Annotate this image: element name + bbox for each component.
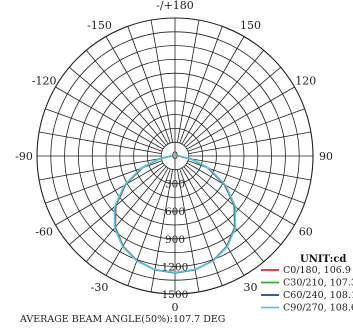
angle-label: -/+180 — [156, 0, 194, 12]
radial-tick-label: 1500 — [162, 289, 189, 301]
angle-label: 30 — [244, 281, 258, 294]
unit-label: UNIT:cd — [300, 254, 346, 265]
grid-spoke — [69, 66, 165, 148]
radial-tick-label: 600 — [165, 206, 185, 218]
grid-spoke — [55, 162, 164, 226]
angle-label: -120 — [32, 75, 57, 88]
legend-label: C30/210, 107.3 — [283, 278, 353, 289]
grid-spoke — [185, 66, 281, 148]
angle-label: 120 — [295, 75, 316, 88]
radial-tick-label: 300 — [165, 179, 185, 191]
grid-spoke — [150, 169, 173, 292]
grid-spoke — [39, 131, 162, 154]
radial-tick-label: 900 — [165, 234, 185, 246]
grid-spoke — [188, 158, 311, 181]
series-layer — [113, 155, 237, 274]
grid-spoke — [45, 108, 163, 152]
angle-label: -30 — [91, 281, 109, 294]
angle-label: -90 — [15, 150, 33, 163]
angle-label: 60 — [299, 226, 313, 239]
beam-angle-footer: AVERAGE BEAM ANGLE(50%):107.7 DEG — [19, 314, 225, 325]
grid-spoke — [179, 168, 223, 286]
grid-spoke — [181, 167, 245, 276]
legend: UNIT:cd C0/180, 106.9 C30/210, 107.3C60/2… — [261, 254, 353, 314]
angle-label: 150 — [240, 19, 261, 32]
legend-label: C60/240, 108.1 — [283, 290, 353, 301]
angle-label: -150 — [87, 19, 112, 32]
grid-spoke — [186, 162, 295, 226]
legend-label: C90/270, 108.6 — [283, 303, 353, 314]
angle-label: -60 — [35, 226, 53, 239]
angle-label: 90 — [319, 150, 333, 163]
grid-spoke — [105, 167, 169, 276]
grid-spoke — [177, 20, 200, 143]
grid-spoke — [181, 36, 245, 145]
grid-spoke — [39, 158, 162, 181]
angle-label: 0 — [172, 301, 179, 314]
grid-spoke — [127, 168, 171, 286]
grid-spoke — [179, 26, 223, 144]
legend-label: C0/180, 106.9 — [283, 265, 351, 276]
grid-spoke — [183, 50, 265, 146]
grid-spoke — [186, 86, 295, 150]
grid-spoke — [183, 166, 265, 262]
grid-spoke — [127, 26, 171, 144]
grid-spoke — [85, 166, 167, 262]
grid-spoke — [55, 86, 164, 150]
grid-spoke — [85, 50, 167, 146]
grid-spoke — [177, 169, 200, 292]
radial-tick-label: 0 — [172, 150, 179, 162]
series-line-c90 — [113, 155, 237, 274]
grid-spoke — [150, 20, 173, 143]
radial-tick-label: 1200 — [162, 261, 189, 273]
grid-spoke — [105, 36, 169, 145]
grid-spoke — [188, 131, 311, 154]
polar-grid — [36, 17, 314, 295]
grid-spoke — [187, 108, 305, 152]
axis-labels: -/+180 150 -150 120 -120 90 -90 60 -60 30 -30 0 0 300… — [15, 0, 333, 314]
